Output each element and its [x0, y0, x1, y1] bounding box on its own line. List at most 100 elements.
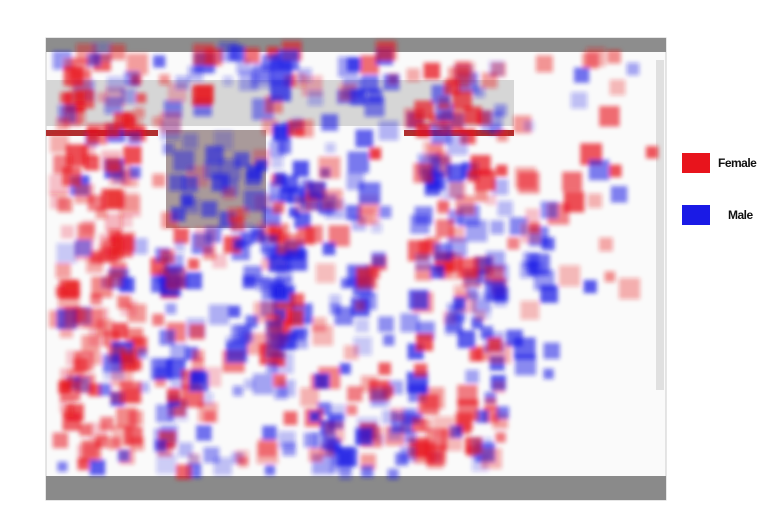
- gaze-patch: [191, 358, 204, 371]
- gaze-patch: [481, 72, 498, 89]
- gaze-patch: [188, 454, 200, 467]
- gaze-patch: [232, 385, 244, 397]
- gaze-patch: [586, 47, 606, 67]
- gaze-patch: [273, 374, 286, 387]
- gaze-patch: [278, 140, 292, 154]
- gaze-patch: [496, 164, 508, 177]
- gaze-patch: [315, 263, 336, 283]
- gaze-patch: [105, 157, 121, 173]
- gaze-patch: [322, 189, 343, 210]
- gaze-patch: [270, 80, 291, 102]
- gaze-patch: [415, 253, 433, 271]
- gaze-patch: [122, 116, 137, 131]
- gaze-patch: [492, 178, 509, 195]
- gaze-patch: [294, 196, 312, 213]
- legend-swatch: [682, 205, 710, 225]
- gaze-patch: [355, 300, 366, 311]
- gaze-patch: [286, 309, 304, 327]
- gaze-patch: [308, 448, 323, 462]
- gaze-patch: [371, 221, 383, 233]
- gaze-patch: [520, 223, 541, 244]
- gaze-patch: [430, 264, 445, 279]
- gaze-patch: [160, 249, 175, 264]
- gaze-patch: [347, 151, 370, 173]
- gaze-patch: [173, 150, 195, 172]
- gaze-patch: [543, 342, 560, 359]
- gaze-patch: [383, 334, 395, 346]
- gaze-patch: [471, 437, 493, 459]
- gaze-patch: [487, 337, 502, 352]
- gaze-patch: [465, 369, 479, 384]
- gaze-patch: [322, 242, 336, 256]
- gaze-patch: [346, 404, 358, 416]
- gaze-patch: [175, 75, 190, 90]
- gaze-patch: [436, 120, 449, 134]
- gaze-patch: [415, 123, 431, 138]
- gaze-patch: [339, 363, 351, 375]
- bottom-bar: [46, 476, 666, 500]
- gaze-patch: [383, 74, 400, 91]
- gaze-patch: [265, 326, 286, 348]
- gaze-patch: [506, 329, 523, 347]
- gaze-patch: [535, 55, 553, 73]
- gaze-patch: [123, 146, 142, 165]
- gaze-patch: [609, 79, 626, 96]
- gaze-patch: [292, 160, 309, 177]
- gaze-patch: [159, 112, 182, 134]
- gaze-patch: [269, 181, 290, 202]
- gaze-patch: [288, 207, 300, 218]
- gaze-patch: [543, 368, 554, 380]
- gaze-patch: [136, 93, 147, 104]
- gaze-patch: [360, 55, 379, 75]
- gaze-patch: [102, 354, 121, 373]
- gaze-patch: [90, 293, 102, 306]
- gaze-patch: [243, 189, 266, 212]
- gaze-patch: [328, 225, 350, 247]
- gaze-patch: [126, 53, 149, 75]
- gaze-patch: [105, 122, 120, 138]
- gaze-patch: [60, 225, 75, 239]
- gaze-patch: [268, 253, 287, 273]
- gaze-patch: [200, 392, 214, 405]
- gaze-patch: [191, 369, 205, 384]
- gaze-patch: [83, 155, 100, 171]
- gaze-patch: [152, 313, 165, 326]
- gaze-patch: [182, 133, 198, 149]
- heatmap: [48, 40, 659, 480]
- gaze-patch: [490, 220, 505, 235]
- gaze-patch: [75, 239, 92, 257]
- gaze-patch: [329, 294, 341, 306]
- gaze-patch: [466, 288, 478, 300]
- gaze-patch: [81, 440, 102, 461]
- legend-label: Male: [728, 208, 754, 222]
- gaze-patch: [314, 373, 330, 389]
- gaze-patch: [192, 350, 205, 362]
- gaze-patch: [233, 238, 245, 250]
- gaze-patch: [371, 252, 386, 267]
- gaze-patch: [89, 459, 106, 476]
- gaze-patch: [485, 251, 505, 271]
- gaze-patch: [178, 442, 193, 457]
- gaze-patch: [101, 188, 122, 210]
- gaze-patch: [188, 258, 200, 270]
- gaze-patch: [128, 166, 141, 179]
- gaze-patch: [278, 431, 296, 449]
- gaze-patch: [356, 266, 375, 286]
- gaze-patch: [360, 453, 376, 470]
- gaze-patch: [74, 184, 94, 204]
- gaze-patch: [286, 249, 308, 271]
- legend-label: Female: [718, 156, 757, 170]
- gaze-patch: [274, 385, 288, 400]
- gaze-patch: [495, 432, 506, 443]
- gaze-patch: [453, 61, 475, 84]
- gaze-patch: [183, 197, 200, 214]
- gaze-patch: [159, 74, 170, 86]
- gaze-patch: [88, 383, 102, 397]
- gaze-patch: [244, 379, 255, 390]
- gaze-patch: [484, 397, 497, 410]
- gaze-patch: [378, 362, 391, 376]
- gaze-patch: [414, 363, 428, 377]
- gaze-patch: [187, 65, 204, 82]
- gaze-patch: [205, 145, 224, 164]
